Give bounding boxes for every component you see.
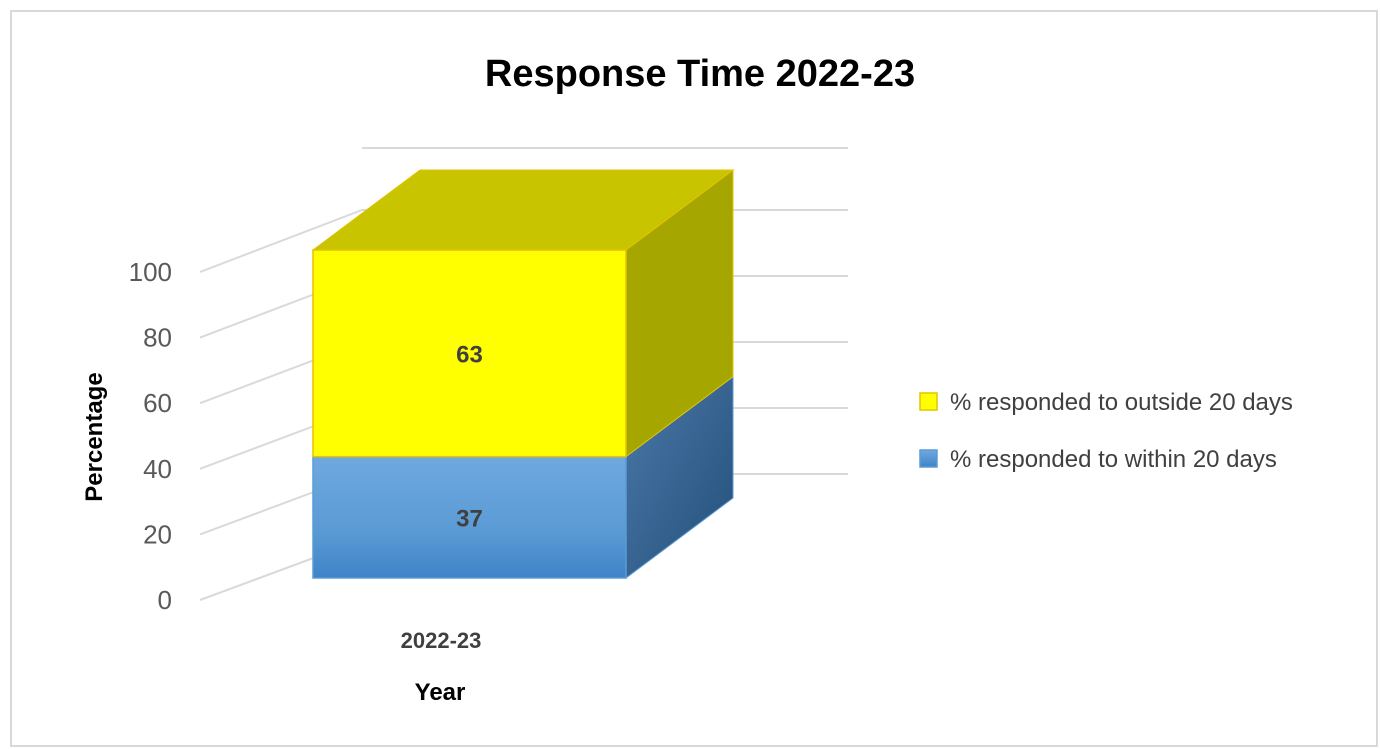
gridline-side-100: [199, 209, 363, 273]
y-axis-title: Percentage: [81, 372, 108, 501]
y-axis-ticks: 0 20 40 60 80 100: [129, 257, 172, 615]
y-tick-label-80: 80: [143, 323, 172, 353]
data-label-outside: 63: [456, 341, 483, 368]
legend-label-within: % responded to within 20 days: [950, 446, 1277, 473]
bar-front-within: [312, 455, 627, 579]
y-tick-label-0: 0: [158, 585, 172, 615]
x-axis-title: Year: [415, 679, 466, 706]
y-tick-label-20: 20: [143, 519, 172, 549]
bar-front-outside: [312, 249, 627, 458]
y-tick-label-60: 60: [143, 388, 172, 418]
legend: % responded to outside 20 days % responde…: [919, 389, 1293, 473]
legend-swatch-within: [919, 449, 938, 468]
bar-stack: 37 63: [311, 169, 735, 579]
chart-title: Response Time 2022-23: [485, 53, 915, 95]
y-tick-label-100: 100: [129, 257, 172, 287]
x-category-label: 2022-23: [401, 628, 482, 653]
data-label-within: 37: [456, 505, 483, 532]
legend-swatch-outside: [919, 392, 938, 411]
bar-top-face: [311, 169, 735, 251]
y-tick-label-40: 40: [143, 454, 172, 484]
legend-label-outside: % responded to outside 20 days: [950, 389, 1293, 416]
